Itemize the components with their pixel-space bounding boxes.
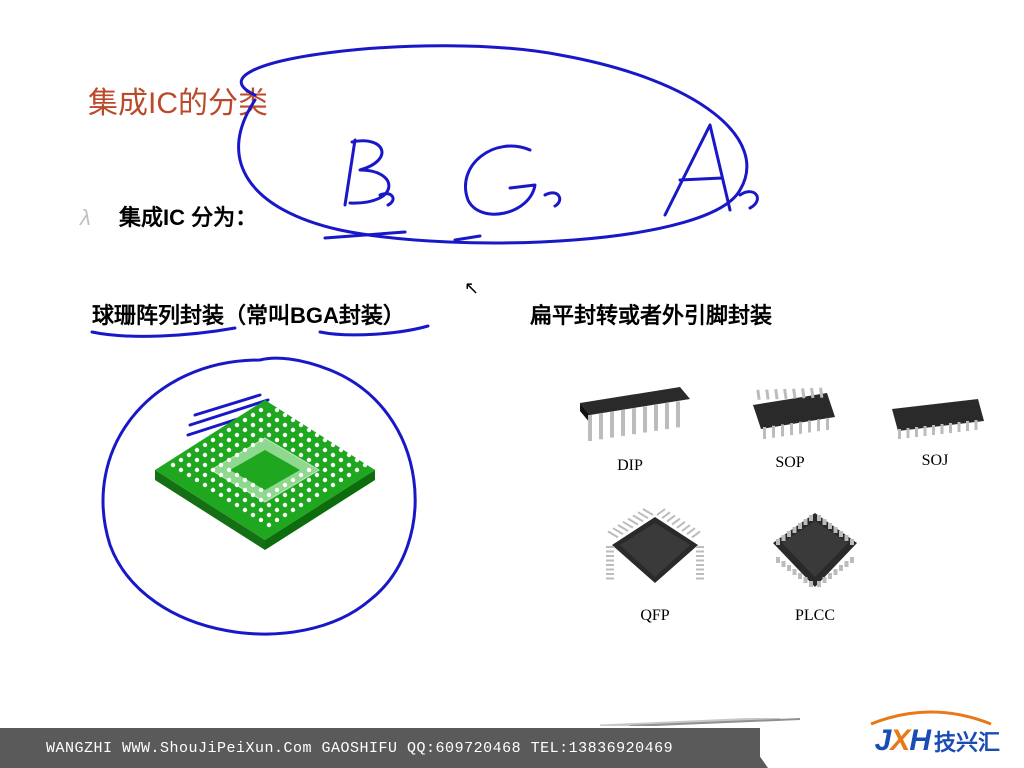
cursor-icon: ↖ xyxy=(464,278,479,299)
chip-grid: DIP SOP SOJ QFP PLCC xyxy=(530,375,1020,635)
bullet-text: 集成IC 分为： xyxy=(119,205,257,230)
logo-h: H xyxy=(909,724,930,757)
footer: WANGZHI WWW.ShouJiPeiXun.Com GAOSHIFU QQ… xyxy=(0,716,1024,768)
chip-qfp-label: QFP xyxy=(600,607,710,625)
footer-slant xyxy=(740,728,768,768)
logo-letters: JXH xyxy=(875,724,930,758)
page-title: 集成IC的分类 xyxy=(88,78,268,122)
footer-bar: WANGZHI WWW.ShouJiPeiXun.Com GAOSHIFU QQ… xyxy=(0,728,760,768)
chip-qfp: QFP xyxy=(600,505,710,625)
chip-qfp-icon xyxy=(600,505,710,600)
heading-flat: 扁平封转或者外引脚封装 xyxy=(530,298,772,330)
logo: JXH 技兴汇 xyxy=(875,724,1000,758)
logo-j: J xyxy=(875,724,891,757)
chip-dip-icon xyxy=(560,375,700,450)
chip-plcc: PLCC xyxy=(765,505,865,625)
chip-soj-icon xyxy=(880,387,990,445)
bullet-line: λ 集成IC 分为： xyxy=(80,200,257,232)
heading-bga: 球珊阵列封装（常叫BGA封装） xyxy=(92,298,405,330)
footer-text: WANGZHI WWW.ShouJiPeiXun.Com GAOSHIFU QQ… xyxy=(46,740,673,757)
chip-plcc-icon xyxy=(765,505,865,600)
chip-dip-label: DIP xyxy=(560,457,700,475)
logo-cn: 技兴汇 xyxy=(934,725,1000,757)
logo-arc-icon xyxy=(866,706,996,726)
chip-soj-label: SOJ xyxy=(880,452,990,470)
chip-plcc-label: PLCC xyxy=(765,607,865,625)
bga-figure xyxy=(140,380,390,560)
chip-sop-icon xyxy=(735,385,845,447)
chip-sop: SOP xyxy=(735,385,845,472)
chip-soj: SOJ xyxy=(880,387,990,470)
chip-dip: DIP xyxy=(560,375,700,475)
bullet-marker: λ xyxy=(80,205,91,230)
logo-x: X xyxy=(890,724,909,757)
chip-sop-label: SOP xyxy=(735,454,845,472)
slide: 集成IC的分类 λ 集成IC 分为： xyxy=(0,0,1024,768)
